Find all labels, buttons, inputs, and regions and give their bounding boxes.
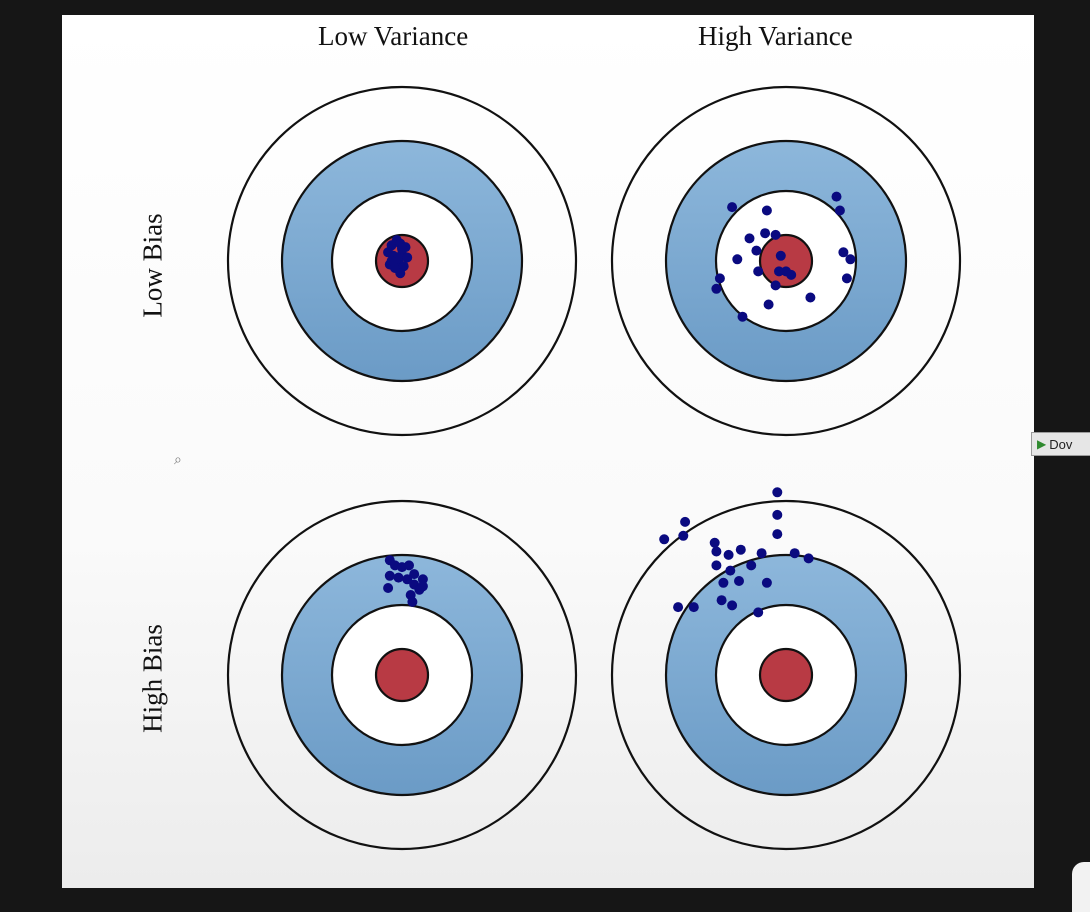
data-point bbox=[673, 602, 684, 613]
data-point bbox=[725, 565, 736, 576]
outer-ring bbox=[610, 85, 962, 437]
data-point bbox=[805, 292, 816, 303]
outer-ring bbox=[226, 499, 578, 851]
download-button[interactable]: ▶ Dov bbox=[1031, 432, 1090, 456]
outer-ring bbox=[610, 499, 962, 851]
data-point bbox=[709, 537, 720, 548]
data-point bbox=[834, 205, 845, 216]
data-point bbox=[732, 254, 743, 265]
play-icon: ▶ bbox=[1037, 437, 1047, 451]
data-point bbox=[770, 280, 781, 291]
data-point bbox=[393, 572, 404, 583]
target-low-bias-low-variance bbox=[226, 85, 578, 437]
data-point bbox=[841, 273, 852, 284]
target-high-bias-low-variance bbox=[226, 499, 578, 851]
column-label-low-variance: Low Variance bbox=[318, 21, 469, 51]
download-button-label: Dov bbox=[1049, 436, 1073, 452]
bullseye bbox=[374, 647, 430, 703]
data-point bbox=[775, 250, 786, 261]
data-point bbox=[756, 548, 767, 559]
data-point bbox=[727, 600, 738, 611]
column-label-high-variance: High Variance bbox=[698, 21, 853, 51]
data-point bbox=[711, 560, 722, 571]
outer-ring bbox=[226, 85, 578, 437]
cursor-icon: ⌕ bbox=[174, 452, 182, 468]
data-point bbox=[678, 530, 689, 541]
data-point bbox=[716, 595, 727, 606]
row-label-high-bias: High Bias bbox=[137, 624, 168, 733]
data-point bbox=[417, 581, 428, 592]
data-point bbox=[746, 560, 757, 571]
data-point bbox=[688, 602, 699, 613]
slide-canvas: Low Variance High Variance Low Bias High… bbox=[62, 15, 1034, 888]
data-point bbox=[845, 254, 856, 265]
data-point bbox=[760, 228, 771, 239]
bias-variance-diagram bbox=[226, 85, 962, 851]
data-point bbox=[402, 574, 413, 585]
data-point bbox=[831, 191, 842, 202]
data-point bbox=[714, 273, 725, 284]
data-point bbox=[744, 233, 755, 244]
data-point bbox=[753, 266, 764, 277]
bullseye bbox=[758, 647, 814, 703]
data-point bbox=[711, 546, 722, 557]
data-point bbox=[735, 544, 746, 555]
data-point bbox=[409, 569, 420, 580]
data-point bbox=[737, 311, 748, 322]
data-point bbox=[772, 487, 783, 498]
data-point bbox=[680, 516, 691, 527]
data-point bbox=[407, 596, 418, 607]
data-point bbox=[838, 247, 849, 258]
data-point bbox=[384, 570, 395, 581]
data-point bbox=[734, 576, 744, 586]
data-point bbox=[803, 553, 814, 564]
data-point bbox=[397, 243, 407, 254]
data-point bbox=[402, 252, 413, 263]
data-point bbox=[753, 607, 764, 618]
data-point bbox=[659, 534, 670, 545]
target-low-bias-high-variance bbox=[610, 85, 962, 437]
data-point bbox=[770, 229, 781, 240]
data-point bbox=[786, 269, 797, 280]
target-high-bias-high-variance bbox=[610, 487, 962, 851]
data-point bbox=[761, 577, 772, 588]
data-point bbox=[751, 245, 762, 256]
data-point bbox=[774, 266, 784, 277]
data-point bbox=[772, 509, 783, 520]
data-point bbox=[417, 574, 428, 585]
corner-overlay bbox=[1072, 862, 1090, 912]
data-point bbox=[404, 560, 414, 571]
data-point bbox=[761, 205, 772, 216]
data-point bbox=[723, 549, 734, 560]
bullseye bbox=[758, 233, 814, 289]
data-point bbox=[711, 283, 722, 294]
data-point bbox=[772, 529, 783, 540]
data-point bbox=[386, 256, 397, 266]
data-point bbox=[718, 577, 729, 588]
data-point bbox=[727, 202, 738, 213]
data-point bbox=[763, 299, 774, 310]
data-point bbox=[395, 268, 406, 279]
data-point bbox=[383, 583, 394, 593]
data-point bbox=[789, 548, 800, 559]
row-label-low-bias: Low Bias bbox=[137, 213, 168, 318]
